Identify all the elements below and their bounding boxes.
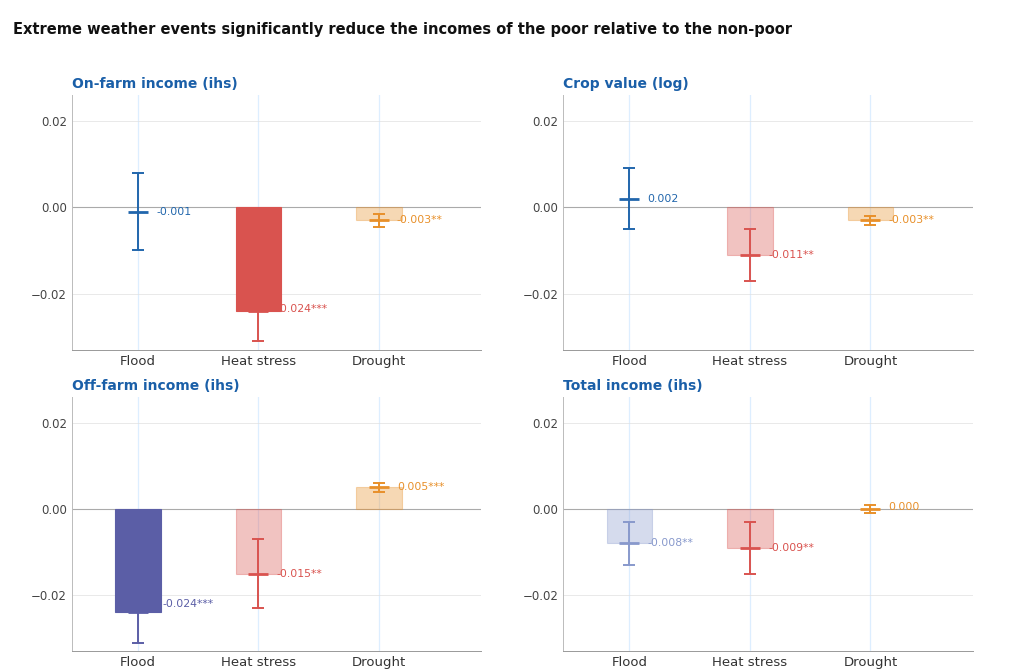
Text: 0.000: 0.000 [889,502,920,512]
Bar [848,207,893,220]
Text: Extreme weather events significantly reduce the incomes of the poor relative to : Extreme weather events significantly red… [13,22,793,37]
Text: -0.009**: -0.009** [768,543,814,553]
Text: 0.002: 0.002 [647,194,679,204]
Text: -0.024***: -0.024*** [162,599,213,609]
Bar [727,509,773,547]
Text: -0.001: -0.001 [156,206,191,216]
Text: -0.008**: -0.008** [647,539,693,548]
Bar [606,509,652,543]
Text: -0.015**: -0.015** [276,569,323,579]
Bar [115,509,161,612]
Text: -0.011**: -0.011** [768,250,814,260]
Bar [356,487,401,509]
Bar [236,207,282,311]
Text: -0.003**: -0.003** [397,215,442,225]
Bar [356,207,401,220]
Bar [236,509,282,574]
Text: Total income (ihs): Total income (ihs) [563,379,702,393]
Text: On-farm income (ihs): On-farm income (ihs) [72,77,238,91]
Text: Crop value (log): Crop value (log) [563,77,689,91]
Text: -0.024***: -0.024*** [276,304,328,314]
Bar [727,207,773,255]
Text: Off-farm income (ihs): Off-farm income (ihs) [72,379,240,393]
Text: 0.005***: 0.005*** [397,482,444,492]
Text: -0.003**: -0.003** [889,215,934,225]
